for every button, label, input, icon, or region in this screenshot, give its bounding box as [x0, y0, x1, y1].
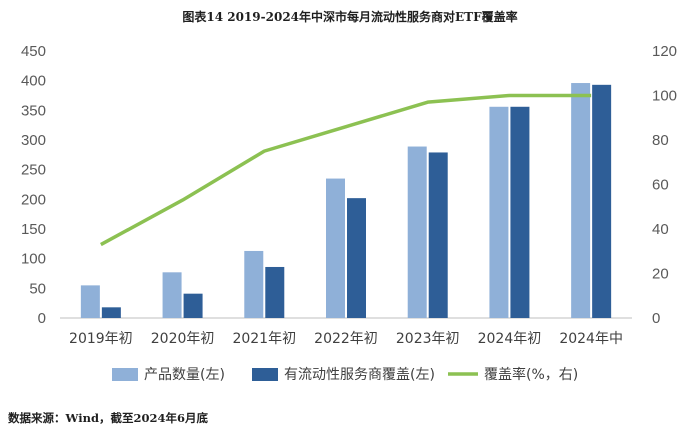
right-tick-label: 20 [652, 266, 669, 283]
bar-covered-2 [265, 266, 285, 318]
legend-swatch-1 [252, 368, 278, 381]
legend: 产品数量(左) 有流动性服务商覆盖(左) 覆盖率(%，右) [112, 366, 578, 383]
right-tick-label: 60 [652, 177, 669, 194]
left-tick-label: 100 [21, 251, 46, 268]
left-tick-label: 250 [21, 162, 46, 179]
category-label-2: 2021年初 [232, 330, 296, 347]
bar-products-3 [326, 178, 345, 318]
right-tick-label: 120 [652, 43, 677, 60]
left-tick-label: 300 [21, 132, 46, 149]
left-tick-label: 400 [21, 73, 46, 90]
left-tick-label: 50 [29, 280, 46, 297]
coverage-line [100, 93, 592, 247]
legend-label-0: 产品数量(左) [144, 367, 225, 383]
right-tick-label: 100 [652, 88, 677, 105]
category-label-4: 2023年初 [396, 330, 460, 347]
right-tick-label: 40 [652, 221, 669, 238]
category-labels: 2019年初 2020年初 2021年初 2022年初 2023年初 2024年初 2024… [69, 330, 623, 347]
bar-covered-3 [347, 198, 366, 318]
legend-swatch-0 [112, 368, 138, 381]
bars [80, 83, 612, 318]
left-tick-label: 450 [21, 43, 46, 60]
bar-covered-6 [592, 84, 612, 318]
right-tick-label: 80 [652, 132, 669, 149]
left-tick-label: 200 [21, 191, 46, 208]
legend-label-1: 有流动性服务商覆盖(左) [284, 367, 435, 383]
category-label-3: 2022年初 [314, 330, 378, 347]
bar-covered-0 [101, 307, 121, 318]
category-label-6: 2024年中 [559, 331, 623, 347]
right-axis-ticks: 0 20 40 60 80 100 120 [652, 43, 677, 327]
bar-covered-4 [428, 152, 448, 318]
bar-covered-5 [510, 106, 530, 318]
bar-products-4 [407, 146, 427, 318]
legend-label-2: 覆盖率(%，右) [484, 366, 578, 383]
source-note: 数据来源：Wind，截至2024年6月底 [8, 411, 208, 425]
bar-products-2 [244, 250, 264, 318]
left-tick-label: 350 [21, 102, 46, 119]
left-tick-label: 150 [21, 221, 46, 238]
category-label-0: 2019年初 [69, 330, 133, 347]
right-tick-label: 0 [652, 310, 660, 327]
chart-title: 图表14 2019-2024年中深市每月流动性服务商对ETF覆盖率 [182, 10, 518, 24]
bar-products-1 [162, 272, 182, 318]
category-label-1: 2020年初 [151, 330, 215, 347]
left-tick-label: 0 [38, 310, 46, 327]
category-label-5: 2024年初 [478, 330, 542, 347]
bar-products-0 [80, 285, 100, 318]
coverage-line-path [100, 93, 592, 247]
bar-products-5 [489, 106, 509, 318]
bar-covered-1 [183, 293, 203, 318]
bar-products-6 [571, 83, 591, 318]
left-axis-ticks: 0 50 100 150 200 250 300 350 400 450 [21, 43, 46, 327]
